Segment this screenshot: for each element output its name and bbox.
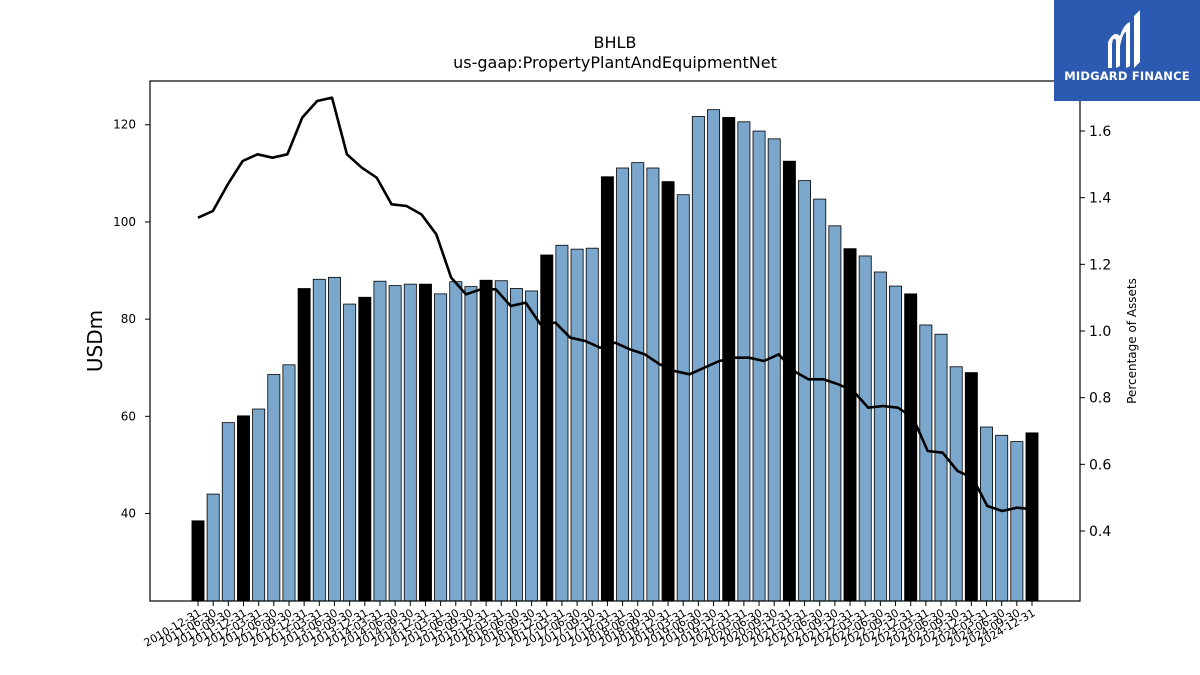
percentage-line bbox=[197, 96, 1033, 513]
bar bbox=[464, 286, 478, 602]
bar bbox=[312, 278, 326, 602]
line-layer bbox=[197, 96, 1033, 513]
bar bbox=[221, 422, 235, 602]
y-left-axis: 40 60 80 100 120 bbox=[113, 118, 150, 521]
y-tick-label: 120 bbox=[113, 118, 136, 132]
bar bbox=[328, 276, 341, 602]
bar bbox=[525, 290, 539, 602]
y2-tick-label: 0.8 bbox=[1089, 391, 1111, 407]
bar bbox=[509, 288, 523, 602]
bar bbox=[555, 244, 569, 602]
bars-group bbox=[191, 109, 1039, 602]
bar bbox=[843, 248, 857, 602]
bar bbox=[691, 116, 705, 602]
bar bbox=[828, 225, 842, 602]
plot-frame bbox=[149, 80, 1081, 602]
bar bbox=[873, 271, 887, 602]
bar bbox=[600, 176, 614, 602]
bar bbox=[980, 426, 993, 602]
bar bbox=[418, 283, 432, 602]
bar bbox=[191, 520, 205, 602]
y2-tick-label: 0.4 bbox=[1089, 524, 1111, 540]
bar bbox=[297, 288, 311, 602]
bar bbox=[267, 374, 281, 602]
chart-subtitle: us-gaap:PropertyPlantAndEquipmentNet bbox=[453, 53, 777, 72]
bar bbox=[934, 333, 948, 602]
chart-title: BHLB bbox=[594, 33, 637, 52]
y-tick-label: 40 bbox=[121, 507, 136, 521]
bar bbox=[282, 364, 296, 602]
bar bbox=[964, 372, 978, 602]
bar bbox=[434, 293, 448, 602]
y2-tick-label: 1.2 bbox=[1089, 257, 1111, 273]
y-right-axis: 0.4 0.6 0.8 1.0 1.2 1.4 1.6 bbox=[1080, 124, 1111, 540]
bar bbox=[813, 198, 827, 602]
y-tick-label: 100 bbox=[113, 215, 136, 229]
bar bbox=[767, 138, 781, 602]
bar bbox=[676, 194, 690, 602]
y2-tick-label: 1.0 bbox=[1089, 324, 1111, 340]
bar bbox=[904, 293, 918, 602]
bar bbox=[919, 324, 933, 602]
bar bbox=[889, 285, 902, 602]
bar bbox=[540, 254, 554, 602]
bar bbox=[737, 121, 751, 602]
bar bbox=[752, 130, 766, 602]
y-tick-label: 80 bbox=[121, 312, 136, 326]
y2-tick-label: 0.6 bbox=[1089, 457, 1111, 473]
bar bbox=[449, 281, 463, 602]
logo-text: MIDGARD FINANCE bbox=[1064, 69, 1190, 83]
y2-tick-label: 1.4 bbox=[1089, 191, 1111, 207]
bar bbox=[206, 493, 220, 602]
x-axis: 2010-12-312011-06-302011-09-302011-12-31… bbox=[142, 601, 1038, 650]
bar bbox=[358, 296, 372, 602]
bar bbox=[237, 415, 250, 602]
bar bbox=[631, 162, 645, 602]
bar bbox=[995, 434, 1009, 602]
bar bbox=[388, 285, 402, 602]
bar bbox=[403, 283, 417, 602]
bar bbox=[252, 408, 266, 602]
bar bbox=[479, 279, 493, 602]
bar bbox=[782, 160, 796, 602]
midgard-logo-icon bbox=[1108, 10, 1140, 68]
bar bbox=[858, 255, 872, 602]
bar bbox=[661, 181, 675, 602]
bar bbox=[646, 167, 660, 602]
bar bbox=[494, 280, 508, 602]
y2-tick-label: 1.6 bbox=[1089, 124, 1111, 140]
bar bbox=[1025, 432, 1039, 602]
y2-axis-label: Percentage of Assets bbox=[1125, 278, 1139, 404]
bar bbox=[798, 180, 812, 602]
bar bbox=[707, 109, 721, 602]
midgard-finance-logo: MIDGARD FINANCE bbox=[1054, 0, 1200, 101]
bar bbox=[949, 366, 963, 602]
bar bbox=[570, 248, 584, 602]
bar bbox=[585, 247, 599, 602]
y-axis-label: USDm bbox=[83, 310, 107, 372]
bar bbox=[343, 303, 357, 602]
bar bbox=[373, 280, 387, 602]
y-tick-label: 60 bbox=[121, 409, 136, 423]
bar bbox=[616, 167, 630, 602]
bar bbox=[1010, 441, 1024, 602]
